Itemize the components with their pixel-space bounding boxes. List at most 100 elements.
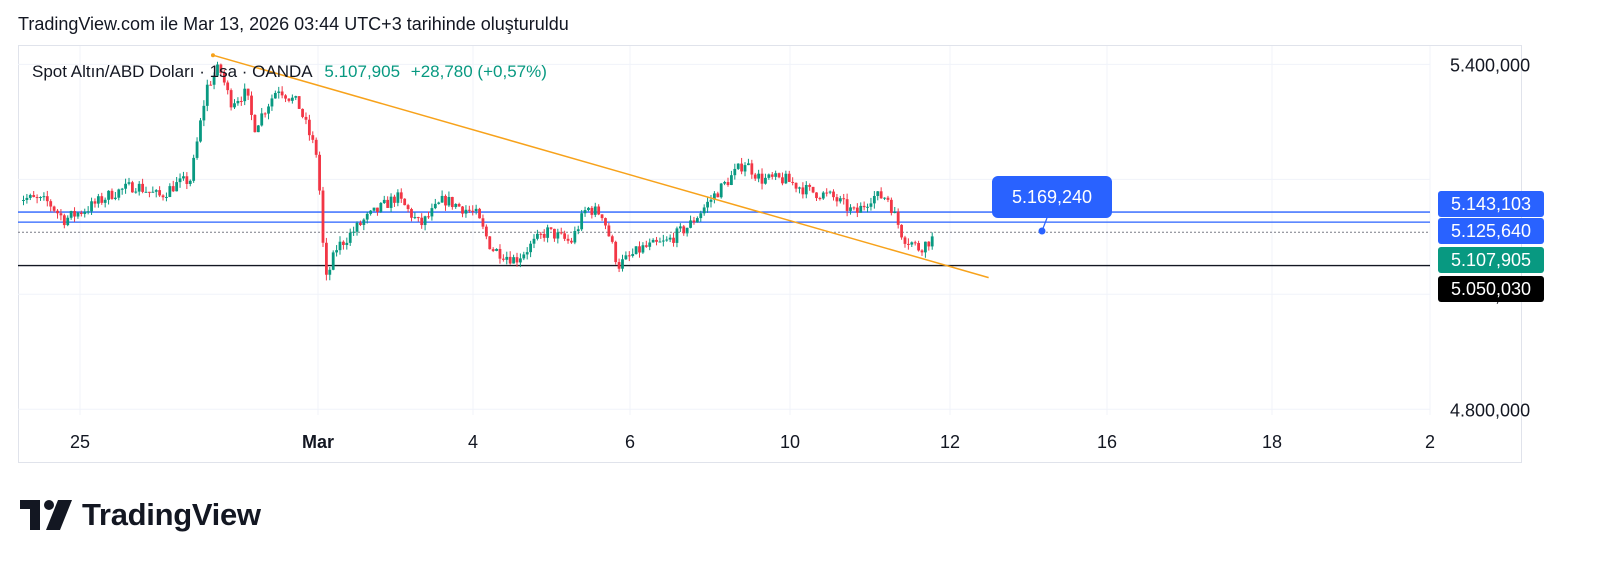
candle-body [423,216,427,226]
candle-body [199,120,202,142]
price-label-box[interactable] [1438,218,1544,244]
brand-name: TradingView [82,497,261,532]
candle-body [832,191,835,198]
candle-body [692,220,696,223]
candle-body [811,186,815,193]
candle-body [355,222,359,232]
candle-body [342,241,345,245]
trendline-layer[interactable] [210,53,989,279]
candle-body [627,255,631,257]
candle-body [529,243,533,253]
candle-body [675,228,679,243]
candle-body [236,100,240,104]
symbol-legend[interactable]: Spot Altın/ABD Doları · 1sa · OANDA 5.10… [32,62,547,82]
candle-body [318,154,321,191]
candle-body [382,199,386,203]
price-label-box[interactable] [1438,191,1544,217]
candle-body [376,207,379,212]
callout-box[interactable] [992,176,1112,218]
candle-body [546,227,550,238]
candle-body [491,249,495,251]
candle-body [301,108,304,117]
candle-body [542,233,546,238]
candle-body [702,207,706,214]
candle-body [678,226,682,229]
candle-body [290,97,294,101]
candle-body [767,174,771,178]
candle-body [331,252,335,270]
candle-body [522,254,526,259]
candle-body [787,173,791,182]
candle-body [815,192,818,199]
candle-body [39,197,42,199]
candle-body [96,196,100,204]
candle-body [872,195,876,204]
candle-body [852,207,856,209]
candle-body [444,195,447,206]
candle-body [719,183,723,198]
time-tick-label: Mar [302,432,334,452]
candle-body [784,173,788,184]
candle-body [59,213,63,216]
candle-body [682,226,686,234]
tradingview-logo-icon [20,500,72,530]
candle-body [205,84,209,106]
price-label-box[interactable] [1438,276,1544,302]
price-label: 5.125,640 [1451,221,1531,241]
candle-body [913,242,917,244]
candle-body [883,197,886,199]
tradingview-logo[interactable]: TradingView [20,497,261,533]
time-tick-label: 12 [940,432,960,452]
candle-body [158,190,162,196]
candle-body [294,96,298,98]
trendline-anchor[interactable] [210,53,215,58]
candle-body [866,206,869,208]
candle-body [549,227,553,229]
candle-body [747,163,750,166]
candle-body [69,211,73,218]
candle-body [168,186,172,197]
candle-body [219,64,223,73]
callout-point[interactable] [1038,227,1046,235]
candle-body [233,103,236,108]
time-axis[interactable]: 25 Mar 4 6 10 12 16 18 2 [70,432,1435,452]
candle-body [818,198,822,200]
candle-body [536,233,539,239]
candle-body [845,199,849,211]
candle-body [733,168,737,176]
candle-body [335,250,339,253]
candle-body [893,211,897,214]
candle-body [270,98,274,107]
candle-body [362,219,366,225]
candle-body [440,195,444,203]
candle-body [86,211,90,213]
candle-body [338,241,342,251]
candle-body [151,191,155,193]
candle-body [113,197,117,199]
candle-body [484,226,488,237]
candle-body [403,198,407,206]
candle-body [760,173,764,184]
candle-body [420,217,424,226]
candle-body [498,248,502,259]
candle-body [478,208,481,219]
candle-body [35,197,39,199]
price-label-box[interactable] [1438,247,1544,273]
candle-body [614,241,618,263]
price-axis[interactable]: 5.400,0005.000,0004.800,0005.143,1035.12… [1438,55,1544,420]
price-callout[interactable]: 5.169,240 [992,176,1112,235]
time-tick-label: 4 [468,432,478,452]
candle-body [188,180,192,184]
candle-body [501,258,505,260]
candle-body [324,242,328,275]
candle-body [804,184,808,195]
candle-body [590,207,594,215]
candle-body [175,182,179,192]
candle-body [828,191,832,193]
candle-body [110,190,114,199]
price-label: 5.050,030 [1451,279,1531,299]
candle-body [467,209,471,211]
candle-body [345,242,349,245]
trendline[interactable] [212,54,989,279]
